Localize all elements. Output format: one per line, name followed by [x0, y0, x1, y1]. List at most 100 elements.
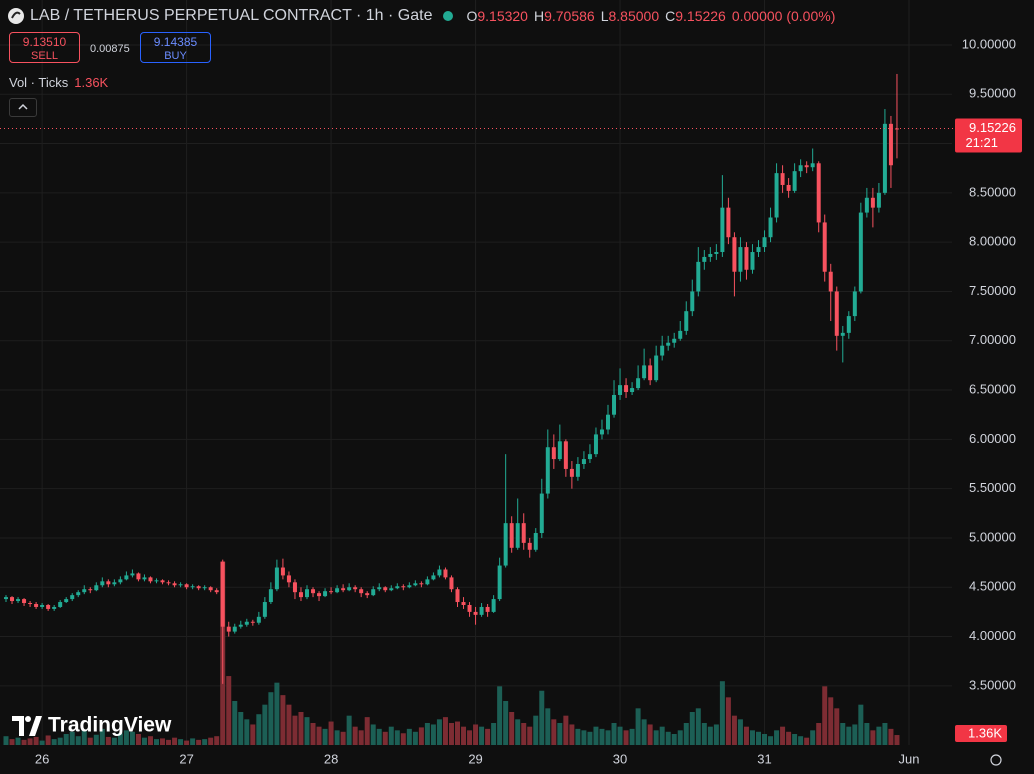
volume-bar — [491, 723, 497, 745]
candle-body — [726, 207, 731, 238]
volume-bar — [292, 715, 298, 745]
candle-body — [190, 586, 195, 588]
collapse-button[interactable] — [9, 98, 37, 117]
volume-bar — [358, 730, 364, 745]
candle-body — [774, 173, 779, 218]
volume-bar — [743, 726, 749, 745]
candle-body — [148, 577, 153, 582]
volume-bar — [364, 717, 370, 745]
volume-bar — [87, 737, 93, 745]
candle-body — [311, 589, 316, 594]
volume-bar — [527, 726, 533, 745]
volume-bar — [172, 737, 178, 745]
buy-price: 9.14385 — [153, 35, 198, 49]
volume-bar — [467, 730, 473, 745]
volume-bar — [828, 697, 834, 745]
candle-body — [76, 592, 81, 596]
volume-bar — [557, 723, 563, 745]
candle-body — [425, 579, 430, 585]
volume-bar — [894, 735, 900, 745]
volume-bar — [521, 723, 527, 745]
candle-body — [280, 567, 285, 576]
candle-body — [383, 587, 388, 591]
candle-body — [40, 604, 45, 607]
candle-body — [672, 338, 677, 343]
volume-bar — [178, 739, 184, 745]
chevron-path — [18, 103, 28, 110]
candle-body — [648, 365, 653, 381]
candle-body — [678, 330, 683, 339]
volume-bar — [695, 708, 701, 745]
volume-bar — [442, 717, 448, 745]
volume-bar — [864, 723, 870, 745]
volume-bar — [701, 723, 707, 745]
candle-body — [208, 587, 213, 591]
volume-bar — [57, 737, 63, 745]
watermark-logo — [12, 716, 24, 736]
volume-bar — [135, 734, 141, 745]
candle-body — [431, 575, 436, 580]
candle-body — [828, 271, 833, 292]
volume-bar — [599, 728, 605, 745]
candle-body — [822, 222, 827, 272]
x-tick-label: 28 — [324, 751, 338, 766]
volume-bar — [605, 730, 611, 745]
volume-bar — [665, 731, 671, 745]
volume-bar — [412, 731, 418, 745]
candle-body — [551, 447, 556, 460]
volume-bar — [45, 735, 51, 745]
volume-bar — [268, 692, 274, 745]
volume-bar — [569, 724, 575, 745]
candle-body — [112, 582, 117, 585]
volume-bar — [756, 731, 761, 745]
candle-body — [491, 599, 496, 612]
candle-body — [166, 582, 171, 584]
candle-body — [587, 454, 592, 460]
candle-body — [804, 165, 809, 168]
volume-bar — [117, 733, 123, 745]
volume-bar — [852, 724, 858, 745]
volume-bar — [683, 723, 689, 745]
y-tick-label: 4.00000 — [969, 628, 1016, 643]
volume-bar — [671, 734, 677, 745]
volume-bar — [581, 730, 587, 745]
candle-body — [816, 163, 821, 223]
volume-bar — [725, 697, 731, 745]
candle-body — [317, 593, 322, 597]
volume-bar — [400, 733, 406, 745]
sell-button[interactable]: 9.13510 SELL — [9, 32, 80, 63]
candle-body — [28, 603, 33, 605]
y-tick-label: 9.50000 — [969, 86, 1016, 101]
candle-body — [515, 523, 520, 548]
buy-button[interactable]: 9.14385 BUY — [140, 32, 211, 63]
volume-bar — [111, 737, 117, 745]
candle-body — [461, 602, 466, 605]
candle-body — [612, 394, 617, 415]
volume-bar — [503, 701, 509, 745]
volume-bar — [436, 719, 442, 745]
watermark-logo — [25, 716, 31, 722]
volume-bar — [244, 719, 250, 745]
volume-bar — [328, 721, 334, 745]
candle-body — [732, 237, 737, 272]
candle-body — [503, 523, 508, 566]
x-tick-label: Jun — [899, 751, 920, 766]
candle-body — [636, 378, 641, 389]
candle-body — [52, 606, 57, 609]
candle-body — [335, 588, 340, 593]
candle-body — [178, 584, 183, 586]
status-dot — [443, 11, 454, 21]
candle-body — [124, 575, 129, 580]
candle-body — [274, 567, 279, 590]
candle-body — [353, 587, 358, 590]
watermark-text: TradingView — [48, 714, 172, 737]
volume-bar — [123, 730, 129, 745]
chevron — [18, 103, 28, 110]
volume-bar — [455, 721, 460, 745]
volume-bar — [882, 723, 888, 745]
volume-bar — [15, 737, 21, 745]
candle-body — [485, 606, 490, 612]
volume-bar — [737, 719, 743, 745]
candle-body — [846, 316, 851, 333]
